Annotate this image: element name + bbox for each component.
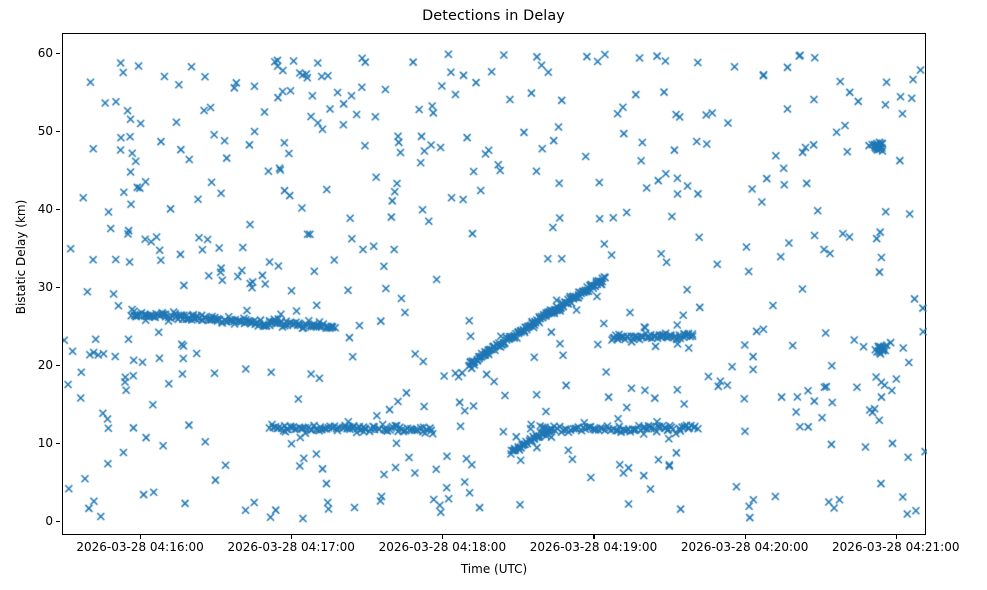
- x-axis-label: Time (UTC): [460, 562, 528, 576]
- x-tick-mark: [140, 535, 142, 539]
- y-tick-label: 60: [37, 45, 53, 60]
- x-tick-label: 2026-03-28 04:16:00: [76, 540, 204, 554]
- x-tick-mark: [895, 535, 897, 539]
- y-axis-label: Bistatic Delay (km): [14, 199, 28, 315]
- x-tick-label: 2026-03-28 04:20:00: [680, 540, 809, 554]
- chart-title: Detections in Delay: [422, 8, 565, 24]
- y-tick-label: 50: [37, 123, 53, 138]
- x-tick-mark: [442, 535, 444, 539]
- y-tick-label: 20: [37, 357, 53, 372]
- x-tick-label: 2026-03-28 04:21:00: [832, 540, 960, 554]
- y-tick-mark: [56, 208, 60, 210]
- x-tick-label: 2026-03-28 04:17:00: [227, 540, 355, 554]
- y-tick-mark: [56, 130, 60, 132]
- x-tick-mark: [291, 535, 293, 539]
- x-tick-mark: [593, 535, 595, 539]
- plot-area: [62, 33, 927, 536]
- y-tick-label: 0: [45, 513, 53, 528]
- scatter-plot-canvas: [63, 34, 927, 536]
- y-tick-mark: [56, 364, 60, 366]
- y-tick-label: 30: [37, 279, 53, 294]
- x-tick-label: 2026-03-28 04:19:00: [529, 540, 658, 554]
- y-tick-mark: [56, 442, 60, 444]
- y-tick-label: 40: [37, 201, 53, 216]
- x-tick-label: 2026-03-28 04:18:00: [378, 540, 507, 554]
- x-axis-tick-labels: 2026-03-28 04:16:00 2026-03-28 04:17:00 20…: [62, 540, 959, 560]
- y-tick-mark: [56, 520, 60, 523]
- y-tick-mark: [56, 286, 60, 288]
- y-tick-label: 10: [37, 435, 53, 450]
- y-tick-mark: [56, 52, 60, 54]
- y-axis-tick-labels: 0 10 20 30 40 50 60: [0, 33, 53, 535]
- x-tick-mark: [744, 535, 746, 539]
